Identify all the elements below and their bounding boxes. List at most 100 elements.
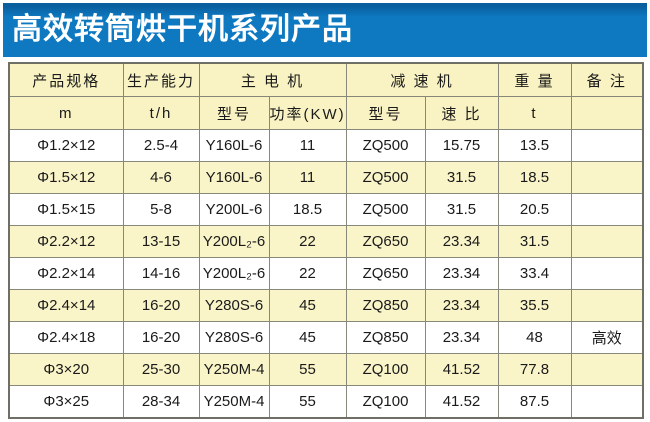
cell-capacity: 5-8 — [122, 193, 200, 226]
header-motor-model: 型号 — [198, 96, 270, 130]
table-row: Φ3×25 28-34 Y250M-4 55 ZQ100 41.52 87.5 — [8, 385, 644, 419]
table-row: Φ2.2×14 14-16 Y200L₂-6 22 ZQ650 23.34 33… — [8, 257, 644, 290]
cell-reducer-model: ZQ650 — [345, 225, 426, 258]
table-body: Φ1.2×12 2.5-4 Y160L-6 11 ZQ500 15.75 13.… — [8, 129, 644, 419]
cell-reducer-model: ZQ500 — [345, 193, 426, 226]
table-row: Φ3×20 25-30 Y250M-4 55 ZQ100 41.52 77.8 — [8, 353, 644, 386]
header-weight: 重 量 — [497, 62, 572, 97]
header-row-groups: 产品规格 生产能力 主 电 机 减 速 机 重 量 备 注 — [8, 62, 644, 97]
table-row: Φ2.2×12 13-15 Y200L₂-6 22 ZQ650 23.34 31… — [8, 225, 644, 258]
cell-note — [570, 129, 644, 162]
cell-weight: 33.4 — [497, 257, 572, 290]
cell-motor-model: Y280S-6 — [198, 289, 270, 322]
page-title: 高效转筒烘干机系列产品 — [12, 13, 353, 46]
header-capacity: 生产能力 — [122, 62, 200, 97]
cell-ratio: 41.52 — [424, 353, 499, 386]
header-capacity-unit: t/h — [122, 96, 200, 130]
header-main-motor: 主 电 机 — [198, 62, 347, 97]
cell-weight: 77.8 — [497, 353, 572, 386]
cell-motor-model: Y160L-6 — [198, 129, 270, 162]
cell-weight: 35.5 — [497, 289, 572, 322]
cell-weight: 18.5 — [497, 161, 572, 194]
cell-reducer-model: ZQ500 — [345, 161, 426, 194]
header-reducer-ratio: 速 比 — [424, 96, 499, 130]
header-note-unit — [570, 96, 644, 130]
cell-reducer-model: ZQ850 — [345, 321, 426, 354]
cell-spec: Φ2.4×18 — [8, 321, 124, 354]
cell-ratio: 31.5 — [424, 161, 499, 194]
cell-power: 45 — [268, 289, 347, 322]
header-spec-unit: m — [8, 96, 124, 130]
cell-capacity: 16-20 — [122, 289, 200, 322]
title-banner: 高效转筒烘干机系列产品 — [3, 3, 647, 57]
cell-note — [570, 161, 644, 194]
cell-reducer-model: ZQ500 — [345, 129, 426, 162]
cell-note — [570, 289, 644, 322]
cell-ratio: 31.5 — [424, 193, 499, 226]
spec-table-container: 产品规格 生产能力 主 电 机 减 速 机 重 量 备 注 m t/h 型号 功… — [8, 62, 644, 419]
cell-motor-model: Y250M-4 — [198, 353, 270, 386]
header-note: 备 注 — [570, 62, 644, 97]
cell-power: 18.5 — [268, 193, 347, 226]
cell-reducer-model: ZQ100 — [345, 353, 426, 386]
cell-power: 22 — [268, 257, 347, 290]
table-row: Φ2.4×18 16-20 Y280S-6 45 ZQ850 23.34 48 … — [8, 321, 644, 354]
cell-ratio: 23.34 — [424, 225, 499, 258]
cell-motor-model: Y200L-6 — [198, 193, 270, 226]
table-row: Φ2.4×14 16-20 Y280S-6 45 ZQ850 23.34 35.… — [8, 289, 644, 322]
header-reducer: 减 速 机 — [345, 62, 499, 97]
cell-ratio: 41.52 — [424, 385, 499, 419]
header-motor-power: 功率(KW) — [268, 96, 347, 130]
cell-spec: Φ2.4×14 — [8, 289, 124, 322]
cell-power: 11 — [268, 129, 347, 162]
table-header: 产品规格 生产能力 主 电 机 减 速 机 重 量 备 注 m t/h 型号 功… — [8, 62, 644, 130]
cell-reducer-model: ZQ850 — [345, 289, 426, 322]
cell-motor-model: Y250M-4 — [198, 385, 270, 419]
cell-weight: 13.5 — [497, 129, 572, 162]
cell-power: 11 — [268, 161, 347, 194]
cell-motor-model: Y200L₂-6 — [198, 257, 270, 290]
cell-weight: 48 — [497, 321, 572, 354]
header-row-units: m t/h 型号 功率(KW) 型号 速 比 t — [8, 96, 644, 130]
header-spec: 产品规格 — [8, 62, 124, 97]
cell-spec: Φ1.5×12 — [8, 161, 124, 194]
cell-ratio: 23.34 — [424, 257, 499, 290]
table-row: Φ1.2×12 2.5-4 Y160L-6 11 ZQ500 15.75 13.… — [8, 129, 644, 162]
cell-capacity: 2.5-4 — [122, 129, 200, 162]
cell-reducer-model: ZQ650 — [345, 257, 426, 290]
cell-spec: Φ2.2×14 — [8, 257, 124, 290]
cell-weight: 87.5 — [497, 385, 572, 419]
table-row: Φ1.5×12 4-6 Y160L-6 11 ZQ500 31.5 18.5 — [8, 161, 644, 194]
spec-table: 产品规格 生产能力 主 电 机 减 速 机 重 量 备 注 m t/h 型号 功… — [8, 62, 644, 419]
header-reducer-model: 型号 — [345, 96, 426, 130]
cell-spec: Φ3×20 — [8, 353, 124, 386]
cell-note — [570, 385, 644, 419]
cell-capacity: 13-15 — [122, 225, 200, 258]
cell-note — [570, 225, 644, 258]
cell-motor-model: Y160L-6 — [198, 161, 270, 194]
cell-weight: 31.5 — [497, 225, 572, 258]
cell-spec: Φ1.2×12 — [8, 129, 124, 162]
cell-note — [570, 257, 644, 290]
cell-capacity: 28-34 — [122, 385, 200, 419]
cell-ratio: 23.34 — [424, 321, 499, 354]
cell-capacity: 14-16 — [122, 257, 200, 290]
cell-capacity: 16-20 — [122, 321, 200, 354]
cell-power: 55 — [268, 353, 347, 386]
cell-note — [570, 353, 644, 386]
cell-motor-model: Y200L₂-6 — [198, 225, 270, 258]
cell-power: 22 — [268, 225, 347, 258]
cell-motor-model: Y280S-6 — [198, 321, 270, 354]
cell-capacity: 4-6 — [122, 161, 200, 194]
cell-spec: Φ1.5×15 — [8, 193, 124, 226]
cell-note — [570, 193, 644, 226]
cell-power: 55 — [268, 385, 347, 419]
table-row: Φ1.5×15 5-8 Y200L-6 18.5 ZQ500 31.5 20.5 — [8, 193, 644, 226]
cell-power: 45 — [268, 321, 347, 354]
cell-reducer-model: ZQ100 — [345, 385, 426, 419]
cell-weight: 20.5 — [497, 193, 572, 226]
cell-spec: Φ2.2×12 — [8, 225, 124, 258]
cell-spec: Φ3×25 — [8, 385, 124, 419]
header-weight-unit: t — [497, 96, 572, 130]
